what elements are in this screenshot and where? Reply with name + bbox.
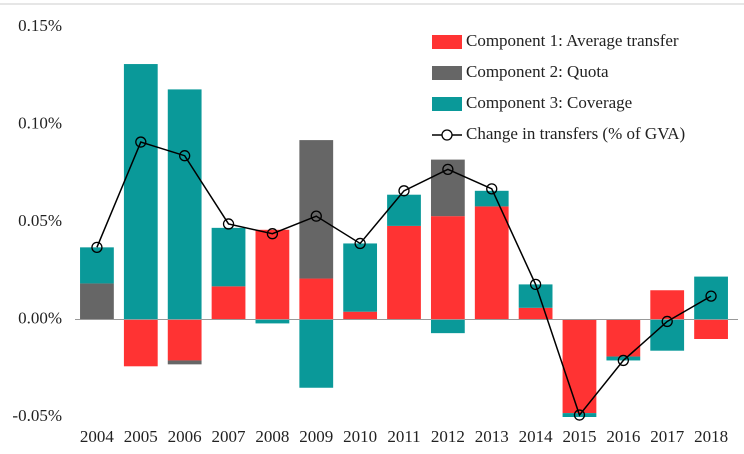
x-tick-label: 2012 xyxy=(431,427,465,446)
legend-label: Change in transfers (% of GVA) xyxy=(466,124,685,143)
bar xyxy=(167,89,202,320)
line-point xyxy=(617,354,629,367)
bar xyxy=(167,360,202,365)
line-point xyxy=(310,210,322,222)
x-tick-label: 2010 xyxy=(343,427,377,446)
x-tick-label: 2016 xyxy=(606,427,640,446)
bar xyxy=(430,319,465,334)
x-tick-label: 2005 xyxy=(124,427,158,446)
bar xyxy=(123,319,158,367)
x-tick-label: 2006 xyxy=(168,427,202,446)
bar xyxy=(606,319,641,357)
line-point xyxy=(442,163,454,176)
bar xyxy=(474,190,509,207)
y-tick-label: 0.10% xyxy=(18,113,62,132)
bar xyxy=(211,286,246,320)
y-tick-label: -0.05% xyxy=(12,406,62,425)
bar xyxy=(80,283,114,320)
bar xyxy=(430,159,465,217)
bar xyxy=(123,64,158,320)
bar xyxy=(474,206,509,320)
line-point xyxy=(91,241,103,254)
legend-swatch xyxy=(432,35,462,49)
line-point xyxy=(354,237,366,250)
bar xyxy=(430,216,465,320)
bar xyxy=(387,194,421,226)
line-point xyxy=(661,315,673,328)
bar xyxy=(518,307,553,320)
y-tick-label: 0.00% xyxy=(18,308,62,327)
bar xyxy=(167,319,202,361)
x-tick-label: 2004 xyxy=(80,427,115,446)
bar xyxy=(518,284,553,308)
line-point xyxy=(486,183,498,195)
bar xyxy=(299,278,334,320)
x-tick-label: 2007 xyxy=(212,427,247,446)
x-tick-label: 2015 xyxy=(562,427,596,446)
bar xyxy=(299,140,334,279)
x-tick-label: 2011 xyxy=(387,427,420,446)
x-tick-label: 2013 xyxy=(475,427,509,446)
bar xyxy=(650,319,685,351)
x-tick-label: 2018 xyxy=(694,427,728,446)
bar xyxy=(255,319,290,324)
legend-marker xyxy=(441,129,453,141)
bar xyxy=(343,243,378,312)
bar xyxy=(694,319,728,339)
legend-label: Component 2: Quota xyxy=(466,62,609,81)
bar xyxy=(255,229,290,320)
bar xyxy=(80,247,114,284)
legend-label: Component 1: Average transfer xyxy=(466,31,679,50)
y-tick-label: 0.15% xyxy=(18,16,62,35)
bar xyxy=(211,227,246,287)
line-point xyxy=(179,150,191,162)
bar xyxy=(387,225,421,320)
bar xyxy=(694,276,728,320)
line-point xyxy=(529,278,542,291)
line xyxy=(96,141,712,417)
line-point xyxy=(222,218,235,230)
x-tick-label: 2008 xyxy=(255,427,289,446)
bar xyxy=(562,319,597,414)
legend-swatch xyxy=(432,97,462,111)
line-point xyxy=(266,228,279,240)
line-point xyxy=(573,409,586,421)
line-point xyxy=(705,290,717,302)
bar xyxy=(606,356,641,361)
bar xyxy=(299,319,334,388)
x-tick-label: 2017 xyxy=(650,427,685,446)
y-tick-label: 0.05% xyxy=(18,211,62,230)
x-tick-label: 2009 xyxy=(299,427,333,446)
bar xyxy=(343,311,378,320)
x-tick-label: 2014 xyxy=(519,427,554,446)
line-point xyxy=(398,185,410,197)
legend-label: Component 3: Coverage xyxy=(466,93,632,112)
legend-swatch xyxy=(432,66,462,80)
line-point xyxy=(135,136,147,148)
